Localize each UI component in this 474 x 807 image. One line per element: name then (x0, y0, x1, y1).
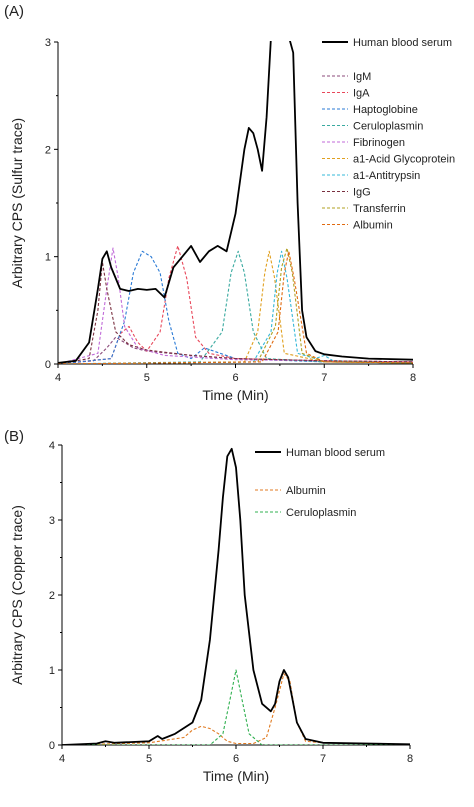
y-tick-label: 3 (45, 37, 51, 49)
x-tick-label: 4 (59, 753, 65, 765)
series-line-igg (58, 261, 413, 364)
panel-label: (A) (4, 3, 24, 20)
y-axis-title: Arbitrary CPS (Sulfur trace) (9, 118, 25, 288)
y-tick-label: 0 (45, 359, 51, 371)
y-axis-title: Arbitrary CPS (Copper trace) (9, 505, 25, 685)
x-axis-title: Time (Min) (203, 768, 269, 784)
legend-entry: IgA (353, 88, 370, 100)
series-line-ceruloplasmin (62, 669, 410, 745)
x-tick-label: 8 (407, 753, 413, 765)
legend-entry: Transferrin (353, 203, 406, 215)
series-line-albumin (58, 250, 413, 364)
series-line-transferrin (58, 247, 413, 364)
legend-entry: IgG (353, 187, 371, 199)
y-tick-label: 1 (49, 665, 55, 677)
y-tick-label: 1 (45, 252, 51, 264)
x-tick-label: 6 (233, 753, 239, 765)
x-tick-label: 4 (55, 372, 61, 384)
legend-entry: Albumin (286, 485, 326, 497)
series-line-a1-antitrypsin (58, 250, 413, 364)
x-tick-label: 6 (232, 372, 238, 384)
y-tick-label: 3 (49, 515, 55, 527)
legend-entry: a1-Acid Glycoprotein (353, 154, 455, 166)
series-line-human-blood-serum (62, 447, 410, 745)
legend-entry: Ceruloplasmin (286, 507, 356, 519)
legend-entry: Haptoglobine (353, 104, 418, 116)
legend-entry: Albumin (353, 220, 393, 232)
y-tick-label: 2 (49, 590, 55, 602)
legend-entry: Ceruloplasmin (353, 121, 423, 133)
legend-entry: a1-Antitrypsin (353, 170, 420, 182)
series-line-human-blood-serum (58, 41, 413, 364)
series-line-haptoglobine (58, 250, 413, 364)
x-tick-label: 7 (321, 372, 327, 384)
panel-label: (B) (4, 428, 24, 445)
y-tick-label: 4 (49, 440, 55, 452)
y-tick-label: 2 (45, 144, 51, 156)
x-axis-title: Time (Min) (202, 387, 268, 403)
series-line-albumin (62, 673, 410, 745)
series-line-a1-acid-glycoprotein (58, 250, 413, 364)
series-line-iga (58, 245, 413, 364)
series-line-fibrinogen (58, 247, 413, 364)
y-tick-label: 0 (49, 740, 55, 752)
legend-entry: IgM (353, 71, 371, 83)
x-tick-label: 5 (144, 372, 150, 384)
legend-entry: Fibrinogen (353, 137, 405, 149)
x-tick-label: 7 (320, 753, 326, 765)
x-tick-label: 8 (410, 372, 416, 384)
legend-entry: Human blood serum (286, 447, 385, 459)
x-tick-label: 5 (146, 753, 152, 765)
legend-entry: Human blood serum (353, 37, 452, 49)
